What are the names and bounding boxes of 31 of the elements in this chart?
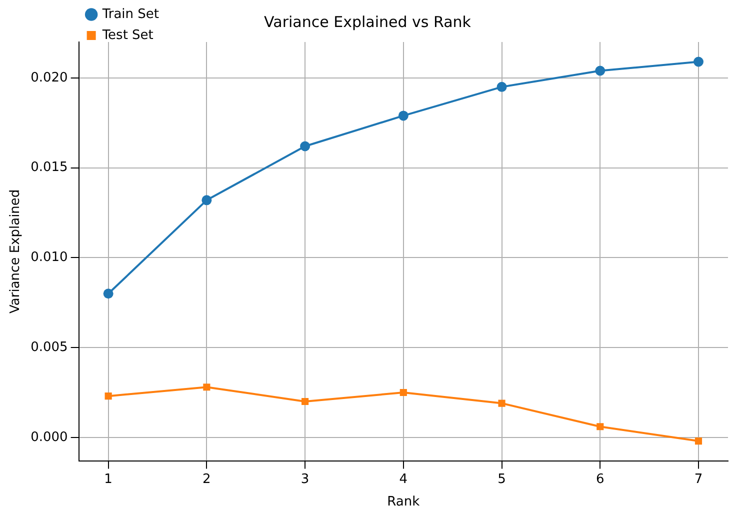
y-tick-label: 0.005: [30, 340, 68, 355]
x-tick-label: 3: [300, 472, 310, 487]
y-axis-title: Variance Explained: [8, 189, 24, 314]
legend-label: Train Set: [101, 6, 159, 22]
point: [496, 82, 507, 92]
point: [104, 392, 112, 400]
point: [400, 388, 407, 396]
chart-title: Variance Explained vs Rank: [264, 12, 472, 31]
legend-label: Test Set: [101, 28, 154, 43]
x-tick-label: 1: [104, 472, 112, 487]
point: [398, 110, 408, 121]
point: [693, 56, 704, 67]
point: [694, 437, 702, 445]
x-tick-label: 7: [694, 472, 703, 487]
x-tick-label: 2: [202, 472, 211, 487]
y-tick-label: 0.015: [30, 160, 68, 176]
point: [300, 141, 310, 152]
point: [202, 195, 212, 206]
y-tick-label: 0.000: [30, 430, 68, 445]
point: [302, 398, 309, 406]
x-axis-title: Rank: [387, 494, 420, 510]
point: [595, 66, 606, 76]
point: [203, 384, 210, 391]
x-tick-label: 4: [399, 472, 408, 487]
x-tick-label: 6: [596, 472, 604, 487]
point: [103, 288, 114, 299]
point: [498, 400, 506, 407]
y-tick-label: 0.020: [30, 70, 68, 86]
y-tick-label: 0.010: [30, 250, 68, 266]
point: [596, 423, 604, 430]
x-tick-label: 5: [498, 472, 506, 487]
